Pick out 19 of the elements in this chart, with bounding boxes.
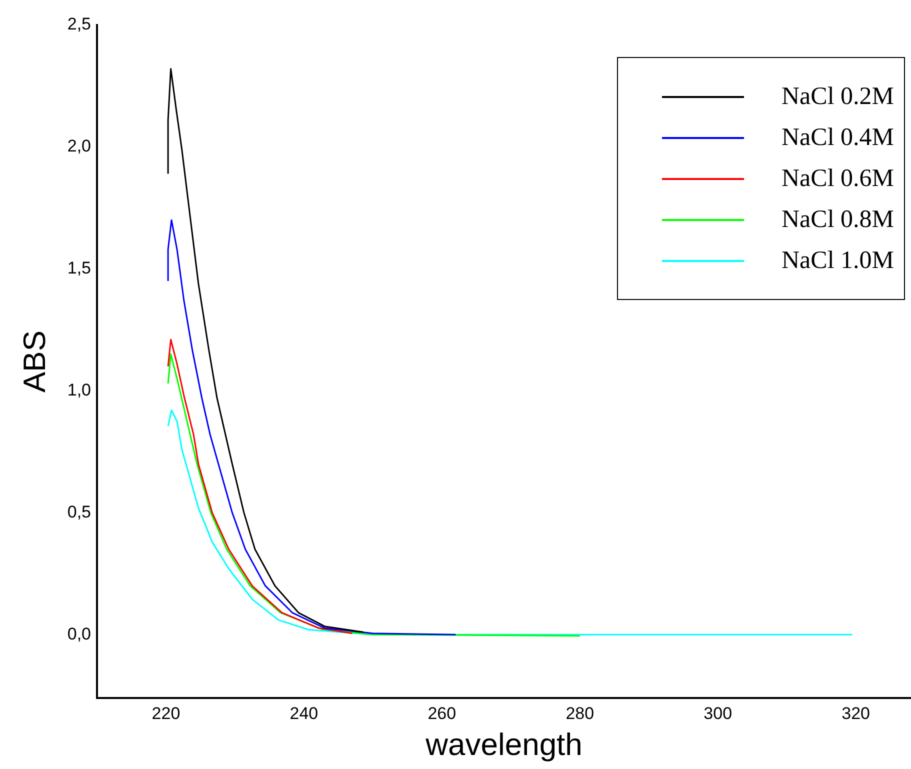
legend-label: NaCl 0.4M bbox=[782, 124, 894, 152]
y-axis-title: ABS bbox=[17, 330, 52, 393]
legend-label: NaCl 1.0M bbox=[782, 246, 894, 274]
x-tick-label: 280 bbox=[566, 704, 594, 723]
legend-label: NaCl 0.6M bbox=[782, 164, 894, 192]
legend-label: NaCl 0.2M bbox=[782, 82, 894, 110]
x-tick-label: 220 bbox=[152, 704, 180, 723]
x-tick-label: 240 bbox=[290, 704, 318, 723]
y-tick-label: 2,0 bbox=[67, 136, 91, 156]
x-tick-label: 300 bbox=[704, 704, 732, 723]
y-tick-label: 2,5 bbox=[67, 14, 91, 34]
y-tick-label: 0,5 bbox=[67, 502, 91, 522]
y-tick-label: 1,5 bbox=[67, 258, 91, 278]
legend-label: NaCl 0.8M bbox=[782, 206, 894, 234]
x-tick-label: 320 bbox=[842, 704, 870, 723]
x-axis-title: wavelength bbox=[424, 726, 582, 762]
x-tick-label: 260 bbox=[428, 704, 456, 723]
y-tick-label: 1,0 bbox=[67, 380, 91, 400]
y-tick-label: 0,0 bbox=[67, 624, 91, 644]
